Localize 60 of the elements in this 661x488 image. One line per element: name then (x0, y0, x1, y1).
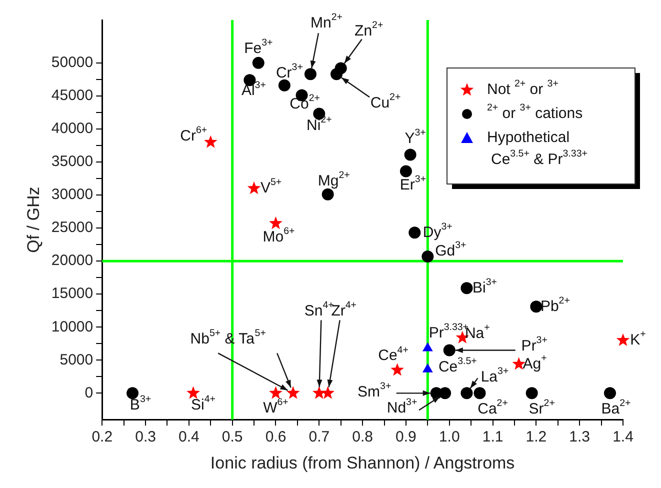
point (312, 386, 326, 399)
x-tick-label: 1.4 (612, 428, 634, 446)
point (404, 148, 416, 161)
x-tick-label: 0.5 (222, 428, 243, 446)
point (126, 387, 138, 400)
y-tick-label: 50000 (51, 54, 94, 72)
y-tick-label: 15000 (51, 285, 94, 302)
point (474, 387, 486, 400)
point (400, 165, 412, 178)
x-tick-label: 0.4 (178, 428, 200, 446)
point (616, 333, 630, 346)
y-tick-label: 25000 (51, 219, 94, 236)
x-tick-label: 1.2 (526, 428, 547, 446)
x-tick-label: 1.1 (482, 428, 504, 446)
point (321, 386, 334, 399)
point (460, 387, 473, 400)
point (322, 188, 334, 200)
y-tick-label: 20000 (51, 252, 94, 270)
y-tick-label: 0 (84, 384, 94, 402)
point (186, 386, 200, 399)
x-tick-label: 0.9 (396, 428, 416, 446)
x-tick-label: 1.3 (569, 428, 590, 446)
point (286, 386, 300, 399)
legend-label: Not 2+ or 3+ (487, 78, 559, 98)
point (278, 79, 290, 92)
legend-label: 2+ or 3+ cations (487, 102, 583, 122)
point (269, 216, 282, 230)
y-tick-label: 5000 (60, 351, 94, 368)
annotation: Ag+ (522, 352, 548, 372)
point (422, 342, 433, 352)
point (304, 68, 316, 80)
y-tick-label: 10000 (51, 318, 94, 336)
x-tick-label: 0.6 (265, 428, 286, 446)
point (269, 386, 282, 399)
point (408, 226, 421, 239)
y-tick-label: 45000 (51, 87, 94, 104)
x-tick-label: 0.3 (135, 428, 156, 446)
x-tick-label: 1.0 (438, 428, 460, 446)
y-axis-title: Qf / GHz (24, 186, 43, 253)
x-axis-title: Ionic radius (from Shannon) / Angstroms (210, 453, 515, 472)
x-tick-label: 0.2 (92, 428, 113, 446)
y-tick-label: 30000 (51, 186, 94, 204)
point (443, 344, 456, 356)
point (526, 387, 538, 400)
point (252, 56, 264, 69)
y-tick-label: 40000 (51, 120, 94, 138)
x-tick-label: 0.7 (308, 428, 330, 446)
point (204, 135, 218, 148)
point (460, 282, 473, 294)
point (422, 363, 433, 372)
y-tick-label: 35000 (51, 153, 94, 170)
point (530, 300, 542, 313)
point (422, 250, 434, 262)
point (604, 387, 616, 400)
point (439, 387, 452, 400)
x-tick-label: 0.8 (352, 428, 373, 446)
point (390, 363, 404, 376)
point (330, 68, 343, 80)
annotation: K+ (630, 329, 646, 348)
point (247, 181, 261, 194)
